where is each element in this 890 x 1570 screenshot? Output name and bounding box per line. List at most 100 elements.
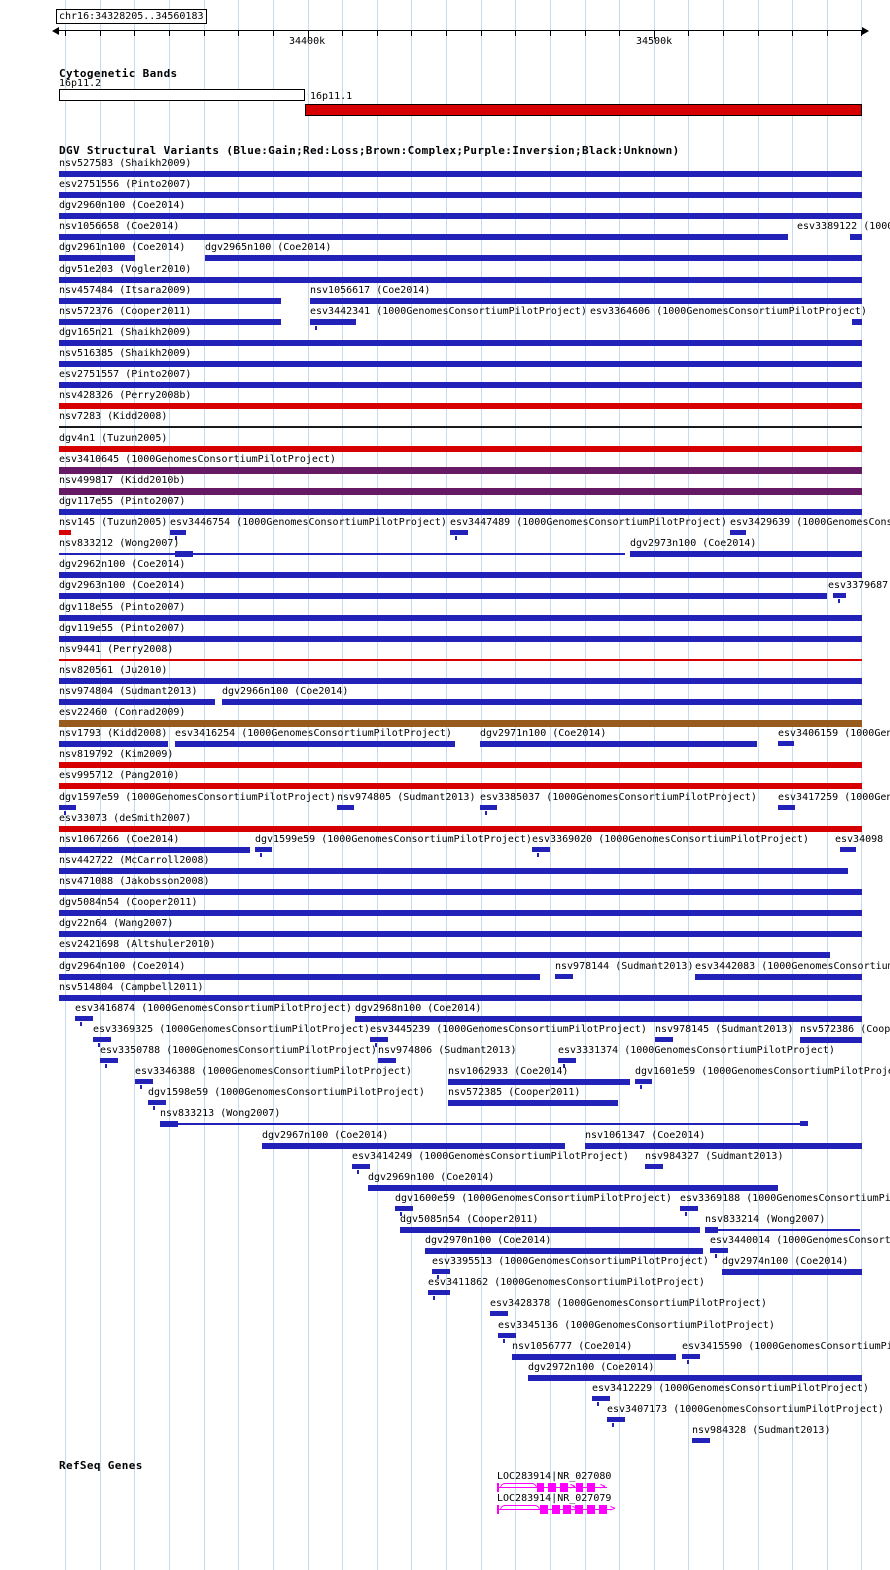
variant-bar[interactable] [175,551,193,557]
variant-label[interactable]: dgv2969n100 (Coe2014) [368,1172,495,1183]
variant-bar[interactable] [59,192,862,198]
variant-bar[interactable] [635,1079,652,1084]
variant-label[interactable]: nsv984328 (Sudmant2013) [692,1425,831,1436]
cytoband-16p11.1[interactable] [305,104,862,116]
variant-label[interactable]: dgv2974n100 (Coe2014) [722,1256,849,1267]
variant-label[interactable]: esv3369325 (1000GenomesConsortiumPilotPr… [93,1024,370,1035]
variant-label[interactable]: dgv118e55 (Pinto2007) [59,602,186,613]
variant-bar[interactable] [59,530,71,535]
variant-label[interactable]: esv3417259 (1000GenomesConsortiumPilotPr… [778,792,890,803]
variant-label[interactable]: esv34098 [835,834,884,845]
variant-label[interactable]: esv3415590 (1000GenomesConsortiumPilotPr… [682,1341,890,1352]
variant-bar[interactable] [59,446,862,452]
variant-label[interactable]: nsv471088 (Jakobsson2008) [59,876,210,887]
variant-label[interactable]: dgv117e55 (Pinto2007) [59,496,186,507]
variant-label[interactable]: esv3369020 (1000GenomesConsortiumPilotPr… [532,834,809,845]
variant-label[interactable]: dgv2962n100 (Coe2014) [59,559,186,570]
variant-bar[interactable] [368,1185,778,1191]
variant-bar[interactable] [532,847,550,852]
variant-label[interactable]: nsv1793 (Kidd2008) [59,728,168,739]
gene-exon[interactable] [576,1483,583,1492]
variant-label[interactable]: nsv974805 (Sudmant2013) [337,792,476,803]
gene-exon[interactable] [587,1483,595,1492]
variant-label[interactable]: dgv2973n100 (Coe2014) [630,538,757,549]
variant-bar[interactable] [59,234,788,240]
variant-label[interactable]: nsv499817 (Kidd2010b) [59,475,186,486]
variant-bar[interactable] [692,1438,710,1443]
variant-bar[interactable] [59,553,625,555]
variant-label[interactable]: nsv819792 (Kim2009) [59,749,174,760]
variant-bar[interactable] [148,1100,166,1105]
variant-label[interactable]: esv2421698 (Altshuler2010) [59,939,216,950]
variant-label[interactable]: esv3407173 (1000GenomesConsortiumPilotPr… [607,1404,884,1415]
variant-bar[interactable] [310,298,862,304]
variant-bar[interactable] [59,826,862,832]
variant-bar[interactable] [428,1290,450,1295]
variant-label[interactable]: nsv9441 (Perry2008) [59,644,174,655]
variant-bar[interactable] [705,1227,718,1233]
variant-label[interactable]: esv3346388 (1000GenomesConsortiumPilotPr… [135,1066,412,1077]
variant-label[interactable]: esv3429639 (1000GenomesConsortiumPilotPr… [730,517,890,528]
variant-label[interactable]: esv3416874 (1000GenomesConsortiumPilotPr… [75,1003,352,1014]
variant-bar[interactable] [59,361,862,367]
variant-bar[interactable] [528,1375,862,1381]
variant-bar[interactable] [93,1037,111,1042]
variant-bar[interactable] [59,171,862,177]
variant-label[interactable]: esv3331374 (1000GenomesConsortiumPilotPr… [558,1045,835,1056]
variant-label[interactable]: dgv2970n100 (Coe2014) [425,1235,552,1246]
variant-bar[interactable] [730,530,746,535]
variant-bar[interactable] [59,741,168,747]
variant-bar[interactable] [448,1079,630,1085]
variant-label[interactable]: nsv978144 (Sudmant2013) [555,961,694,972]
variant-label[interactable]: nsv572385 (Cooper2011) [448,1087,581,1098]
variant-label[interactable]: esv3350788 (1000GenomesConsortiumPilotPr… [100,1045,377,1056]
variant-bar[interactable] [778,805,795,810]
variant-bar[interactable] [178,1123,802,1125]
variant-bar[interactable] [607,1417,625,1422]
variant-label[interactable]: nsv527583 (Shaikh2009) [59,158,192,169]
variant-bar[interactable] [59,615,862,621]
variant-label[interactable]: esv3428378 (1000GenomesConsortiumPilotPr… [490,1298,767,1309]
variant-label[interactable]: nsv572386 (Cooper2011) [800,1024,890,1035]
variant-bar[interactable] [480,741,757,747]
gene-exon[interactable] [540,1505,548,1514]
variant-label[interactable]: dgv4n1 (Tuzun2005) [59,433,168,444]
variant-label[interactable]: esv3379687 (1000GenomesConsortiumPilotPr… [828,580,889,591]
gene-exon[interactable] [575,1505,583,1514]
variant-bar[interactable] [682,1354,700,1359]
variant-bar[interactable] [655,1037,673,1042]
variant-label[interactable]: dgv1597e59 (1000GenomesConsortiumPilotPr… [59,792,336,803]
variant-bar[interactable] [222,699,862,705]
variant-bar[interactable] [512,1354,676,1360]
variant-label[interactable]: nsv1056777 (Coe2014) [512,1341,633,1352]
variant-label[interactable]: esv995712 (Pang2010) [59,770,180,781]
variant-label[interactable]: esv3446754 (1000GenomesConsortiumPilotPr… [170,517,447,528]
variant-bar[interactable] [175,741,455,747]
variant-label[interactable]: esv3442341 (1000GenomesConsortiumPilotPr… [310,306,587,317]
variant-bar[interactable] [400,1227,700,1233]
variant-label[interactable]: dgv119e55 (Pinto2007) [59,623,186,634]
variant-bar[interactable] [59,403,862,409]
variant-bar[interactable] [59,277,862,283]
variant-label[interactable]: esv3442083 (1000GenomesConsortiumPilotPr… [695,961,890,972]
variant-label[interactable]: dgv1599e59 (1000GenomesConsortiumPilotPr… [255,834,532,845]
variant-bar[interactable] [310,319,356,325]
variant-bar[interactable] [480,805,497,810]
gene-label[interactable]: LOC283914|NR_027080 [497,1471,612,1482]
variant-label[interactable]: dgv2971n100 (Coe2014) [480,728,607,739]
variant-label[interactable]: nsv978145 (Sudmant2013) [655,1024,794,1035]
variant-label[interactable]: nsv833214 (Wong2007) [705,1214,826,1225]
variant-label[interactable]: nsv974806 (Sudmant2013) [378,1045,517,1056]
variant-bar[interactable] [59,572,862,578]
variant-label[interactable]: dgv2963n100 (Coe2014) [59,580,186,591]
variant-label[interactable]: dgv2961n100 (Coe2014) [59,242,186,253]
variant-bar[interactable] [778,741,794,746]
variant-label[interactable]: nsv820561 (Ju2010) [59,665,168,676]
variant-bar[interactable] [852,319,862,325]
variant-label[interactable]: dgv165n21 (Shaikh2009) [59,327,192,338]
variant-bar[interactable] [352,1164,370,1169]
variant-label[interactable]: nsv1056658 (Coe2014) [59,221,180,232]
variant-label[interactable]: dgv2967n100 (Coe2014) [262,1130,389,1141]
variant-label[interactable]: dgv5085n54 (Cooper2011) [400,1214,539,1225]
variant-label[interactable]: dgv2966n100 (Coe2014) [222,686,349,697]
